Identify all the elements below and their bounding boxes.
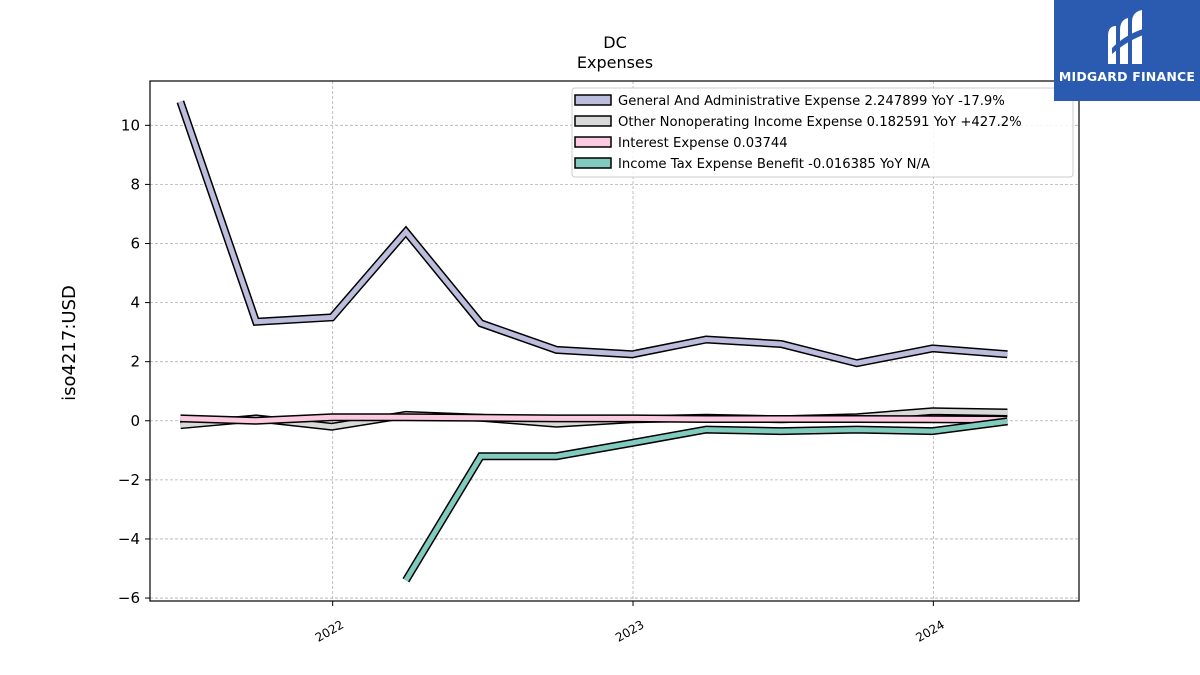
- y-tick-label: 4: [130, 294, 140, 312]
- midgard-m-logo-icon: [1108, 10, 1146, 64]
- legend-entry-1: General And Administrative Expense 2.247…: [618, 94, 1005, 109]
- legend-swatch-4: [574, 157, 612, 169]
- legend-entry-2: Other Nonoperating Income Expense 0.1825…: [618, 115, 1022, 130]
- legend-swatch-2: [574, 115, 612, 127]
- legend-entry-3: Interest Expense 0.03744: [618, 136, 788, 151]
- y-axis-label: iso4217:USD: [59, 285, 80, 401]
- y-tick-label: −4: [118, 530, 140, 548]
- brand-logo: MIDGARD FINANCE: [1054, 0, 1200, 101]
- series-lines: [176, 100, 1008, 583]
- series-line-outline-4: [402, 417, 1008, 583]
- series-line-1: [178, 100, 1008, 366]
- x-tick-label: 2024: [913, 617, 946, 644]
- legend-swatch-1: [574, 94, 612, 106]
- legend-entry-4: Income Tax Expense Benefit -0.016385 YoY…: [618, 157, 930, 172]
- legend: General And Administrative Expense 2.247…: [571, 87, 1074, 178]
- y-tick-label: 2: [130, 353, 140, 371]
- y-tick-label: 0: [130, 412, 140, 430]
- chart-title: DC: [603, 33, 627, 52]
- y-tick-label: 10: [121, 116, 140, 134]
- y-tick-label: 8: [130, 175, 140, 193]
- legend-swatch-3: [574, 136, 612, 148]
- y-tick-label: 6: [130, 235, 140, 253]
- brand-name: MIDGARD FINANCE: [1058, 69, 1196, 84]
- x-tick-label: 2022: [313, 617, 346, 644]
- y-tick-label: −6: [118, 589, 140, 607]
- series-line-4: [403, 418, 1008, 582]
- x-tick-label: 2023: [613, 617, 646, 644]
- y-tick-label: −2: [118, 471, 140, 489]
- axis-ticks: −6 −4 −2 0 2 4 6 8 10 2022 2023 2024: [118, 116, 947, 645]
- chart-subtitle: Expenses: [577, 53, 653, 72]
- series-line-3: [180, 414, 1008, 424]
- plot-frame: [149, 80, 1080, 602]
- legend-box: [571, 87, 1074, 178]
